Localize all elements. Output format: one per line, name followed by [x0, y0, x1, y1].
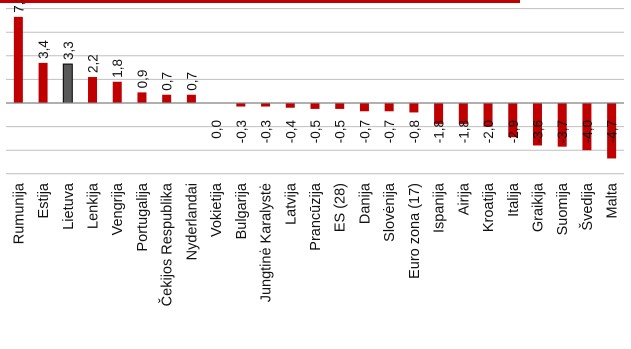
bar: [261, 103, 271, 107]
bar: [162, 94, 172, 103]
value-labels: 7,33,4 3,32,2 1,80,9 0,7 0,70,0 -0,3 -0,3 -0,4-…: [11, 0, 619, 143]
value-label: 1,8: [110, 59, 125, 78]
category-label: Ispanija: [432, 182, 448, 233]
value-label: 2,2: [86, 54, 101, 73]
value-label: -4,0: [580, 120, 595, 143]
bar: [236, 103, 246, 107]
value-label: -0,4: [283, 120, 298, 144]
bar: [582, 103, 592, 151]
category-label: Kroatija: [481, 182, 497, 232]
category-labels: Rumunija Estija Lietuva Lenkija Vengrija Port…: [11, 182, 620, 306]
value-label: -2,0: [481, 120, 496, 143]
value-label: 0,7: [184, 72, 199, 91]
bar: [13, 16, 23, 103]
value-label: 7,3: [11, 0, 26, 13]
value-label: 0,9: [135, 70, 150, 89]
gridlines: [6, 8, 624, 175]
category-label: ES (28): [333, 183, 349, 232]
value-label: -0,5: [333, 120, 348, 143]
value-label: -3,7: [555, 120, 570, 143]
category-label: Čekijos Respublika: [159, 182, 176, 306]
value-label: 3,3: [61, 41, 76, 60]
value-label: -4,7: [605, 120, 620, 143]
bar: [186, 94, 196, 103]
value-label: -3,6: [530, 120, 545, 143]
category-label: Suomija: [555, 182, 571, 235]
title-cut-strip: [0, 0, 520, 3]
bar: [88, 77, 98, 103]
bar: [359, 103, 369, 112]
category-label: Latvija: [283, 182, 299, 225]
bar: [483, 103, 493, 127]
category-label: Švedija: [579, 182, 596, 230]
value-label: -0,3: [259, 120, 274, 143]
bar: [409, 103, 419, 113]
value-label: 3,4: [36, 40, 51, 59]
category-label: Prancūzija: [308, 182, 324, 251]
value-label: 0,0: [209, 120, 224, 139]
category-label: Danija: [357, 182, 373, 224]
value-label: -1,8: [432, 120, 447, 143]
bar: [508, 103, 518, 138]
category-label: Portugalija: [135, 182, 151, 251]
bar: [532, 103, 542, 146]
value-label: -0,8: [407, 120, 422, 143]
bar: [38, 62, 48, 103]
category-label: Malta: [605, 182, 621, 218]
bar: [434, 103, 444, 125]
category-label: Slovėnija: [382, 182, 398, 242]
bar: [310, 103, 320, 109]
category-label: Estija: [36, 182, 52, 218]
bar: [458, 103, 468, 125]
category-label: Euro zona (17): [407, 183, 423, 279]
category-label: Lenkija: [86, 182, 102, 229]
value-label: -0,3: [234, 120, 249, 143]
bar: [285, 103, 295, 108]
category-label: Jungtinė Karalystė: [259, 183, 275, 302]
bars: [13, 16, 617, 159]
bar: [335, 103, 345, 109]
bar: [137, 92, 147, 103]
bar: [607, 103, 617, 159]
bar: [112, 81, 122, 103]
value-label: -0,7: [357, 120, 372, 143]
bar: [557, 103, 567, 147]
bar: [62, 63, 73, 104]
category-label: Vengrija: [110, 182, 126, 235]
value-label: -1,8: [456, 120, 471, 143]
value-label: 0,7: [160, 72, 175, 91]
category-label: Nyderlandai: [184, 183, 200, 260]
category-label: Italija: [506, 182, 522, 217]
category-label: Lietuva: [61, 182, 77, 230]
value-label: -0,5: [308, 120, 323, 143]
category-label: Graikija: [530, 182, 546, 232]
category-label: Vokietija: [209, 182, 225, 237]
value-label: -2,9: [506, 120, 521, 143]
category-label: Airija: [456, 182, 472, 215]
category-label: Rumunija: [11, 182, 27, 244]
bar: [384, 103, 394, 112]
value-label: -0,7: [382, 120, 397, 143]
category-label: Bulgarija: [234, 182, 250, 239]
